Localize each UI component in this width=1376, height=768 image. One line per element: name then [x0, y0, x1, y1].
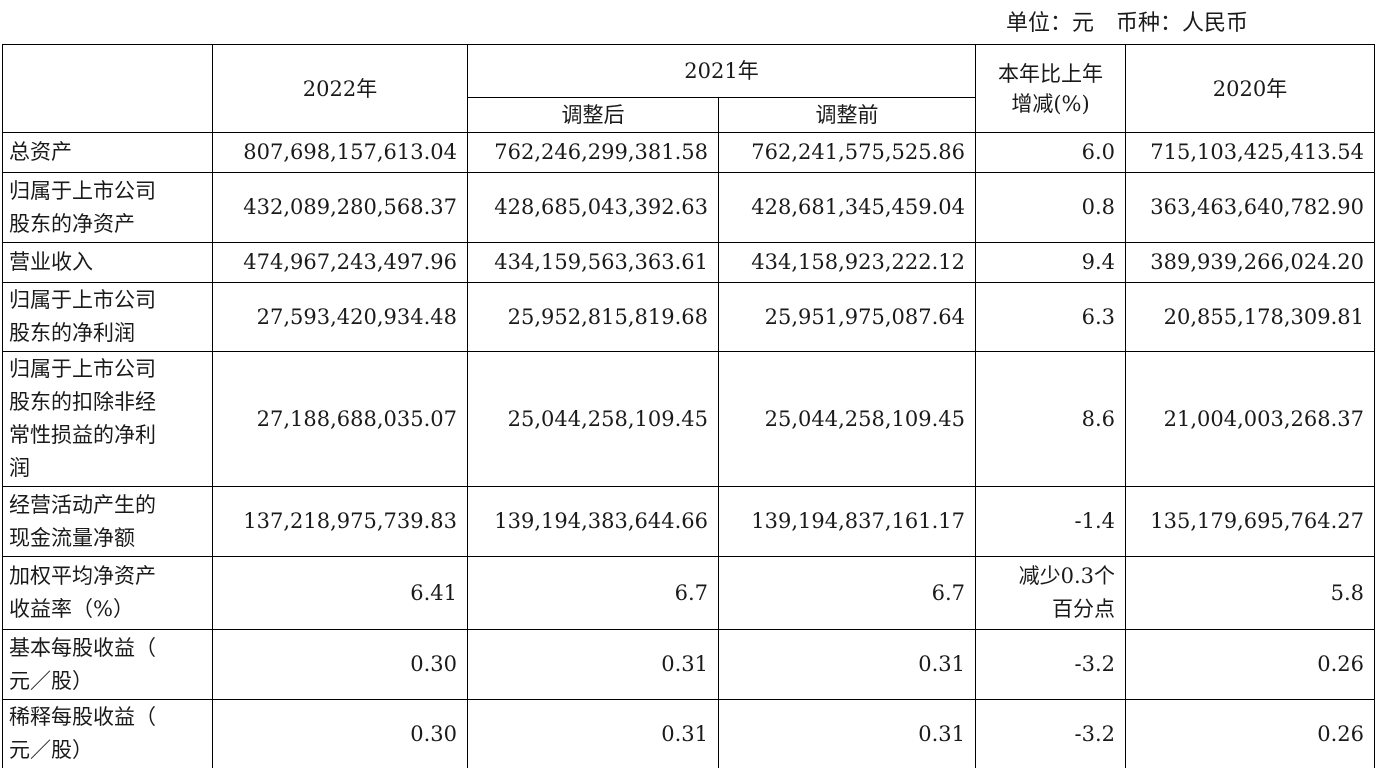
cell-2021-adjusted: 428,685,043,392.63: [467, 172, 719, 243]
cell-2020: 389,939,266,024.20: [1125, 242, 1376, 283]
cell-2021-adjusted: 434,159,563,363.61: [467, 242, 719, 283]
table-row-operating-cash-flow: 经营活动产生的 现金流量净额 137,218,975,739.83 139,19…: [2, 486, 1376, 557]
cell-2021-before: 6.7: [717, 556, 977, 630]
row-label: 基本每股收益（ 元／股）: [2, 629, 213, 700]
header-adjusted-after: 调整后: [467, 97, 719, 133]
cell-change: 6.3: [975, 282, 1127, 352]
cell-change: 减少0.3个 百分点: [975, 556, 1127, 630]
cell-2020: 21,004,003,268.37: [1125, 351, 1376, 487]
table-row-net-profit: 归属于上市公司 股东的净利润 27,593,420,934.48 25,952,…: [2, 282, 1376, 352]
cell-2021-adjusted: 25,952,815,819.68: [467, 282, 719, 352]
cell-2021-before: 25,044,258,109.45: [717, 351, 977, 487]
row-label: 稀释每股收益（ 元／股）: [2, 699, 213, 768]
cell-2021-adjusted: 0.31: [467, 629, 719, 700]
cell-2022: 0.30: [212, 629, 468, 700]
cell-2020: 0.26: [1125, 699, 1376, 768]
cell-change: 0.8: [975, 172, 1127, 243]
cell-2020: 135,179,695,764.27: [1125, 486, 1376, 557]
header-row-years: 2022年 2021年 本年比上年 增减(%) 2020年: [2, 44, 1376, 133]
row-label: 总资产: [2, 132, 213, 173]
cell-2020: 715,103,425,413.54: [1125, 132, 1376, 173]
table-row-operating-revenue: 营业收入 474,967,243,497.96 434,159,563,363.…: [2, 242, 1376, 283]
header-year-2020: 2020年: [1125, 44, 1376, 133]
row-label: 加权平均净资产 收益率（%）: [2, 556, 213, 630]
row-label: 归属于上市公司 股东的净资产: [2, 172, 213, 243]
cell-2021-before: 428,681,345,459.04: [717, 172, 977, 243]
cell-2021-adjusted: 25,044,258,109.45: [467, 351, 719, 487]
cell-change: 8.6: [975, 351, 1127, 487]
cell-2020: 5.8: [1125, 556, 1376, 630]
cell-change: -3.2: [975, 699, 1127, 768]
cell-2020: 20,855,178,309.81: [1125, 282, 1376, 352]
row-label: 营业收入: [2, 242, 213, 283]
cell-2021-before: 434,158,923,222.12: [717, 242, 977, 283]
cell-change: 6.0: [975, 132, 1127, 173]
cell-2022: 6.41: [212, 556, 468, 630]
table-body: 总资产 807,698,157,613.04 762,246,299,381.5…: [2, 132, 1376, 768]
table-row-total-assets: 总资产 807,698,157,613.04 762,246,299,381.5…: [2, 132, 1376, 173]
row-label: 归属于上市公司 股东的净利润: [2, 282, 213, 352]
header-row-adjustment: 调整后 调整前: [3, 97, 1375, 133]
key-financials-table: 2022年 2021年 本年比上年 增减(%) 2020年 调整后 调整前 总资…: [2, 44, 1376, 768]
cell-2021-before: 762,241,575,525.86: [717, 132, 977, 173]
row-label: 经营活动产生的 现金流量净额: [2, 486, 213, 557]
cell-2020: 0.26: [1125, 629, 1376, 700]
cell-change: 9.4: [975, 242, 1127, 283]
header-blank-cell: [2, 44, 213, 133]
table-row-net-assets: 归属于上市公司 股东的净资产 432,089,280,568.37 428,68…: [2, 172, 1376, 243]
cell-2022: 27,188,688,035.07: [212, 351, 468, 487]
header-year-2022: 2022年: [212, 44, 468, 133]
cell-2021-before: 139,194,837,161.17: [717, 486, 977, 557]
cell-2021-adjusted: 762,246,299,381.58: [467, 132, 719, 173]
header-yoy-change: 本年比上年 增减(%): [975, 44, 1127, 133]
cell-2022: 807,698,157,613.04: [212, 132, 468, 173]
cell-2021-before: 0.31: [717, 629, 977, 700]
unit-currency-note: 单位：元 币种：人民币: [1005, 11, 1248, 36]
cell-2022: 432,089,280,568.37: [212, 172, 468, 243]
cell-2021-before: 0.31: [717, 699, 977, 768]
cell-2022: 137,218,975,739.83: [212, 486, 468, 557]
cell-2022: 474,967,243,497.96: [212, 242, 468, 283]
cell-2022: 0.30: [212, 699, 468, 768]
row-label: 归属于上市公司 股东的扣除非经 常性损益的净利 润: [2, 351, 213, 487]
cell-change: -1.4: [975, 486, 1127, 557]
cell-2021-before: 25,951,975,087.64: [717, 282, 977, 352]
cell-change: -3.2: [975, 629, 1127, 700]
cell-2021-adjusted: 139,194,383,644.66: [467, 486, 719, 557]
table-row-diluted-eps: 稀释每股收益（ 元／股） 0.30 0.31 0.31 -3.2 0.26: [2, 699, 1376, 768]
table-header: 2022年 2021年 本年比上年 增减(%) 2020年 调整后 调整前: [2, 44, 1376, 133]
cell-2020: 363,463,640,782.90: [1125, 172, 1376, 243]
header-adjusted-before: 调整前: [717, 97, 977, 133]
header-year-2021: 2021年: [466, 44, 977, 98]
cell-2021-adjusted: 6.7: [467, 556, 719, 630]
table-row-net-profit-excl-nonrecurring: 归属于上市公司 股东的扣除非经 常性损益的净利 润 27,188,688,035…: [2, 351, 1376, 487]
table-row-basic-eps: 基本每股收益（ 元／股） 0.30 0.31 0.31 -3.2 0.26: [2, 629, 1376, 700]
cell-2021-adjusted: 0.31: [467, 699, 719, 768]
table-row-weighted-avg-roe: 加权平均净资产 收益率（%） 6.41 6.7 6.7 减少0.3个 百分点 5…: [2, 556, 1376, 630]
cell-2022: 27,593,420,934.48: [212, 282, 468, 352]
